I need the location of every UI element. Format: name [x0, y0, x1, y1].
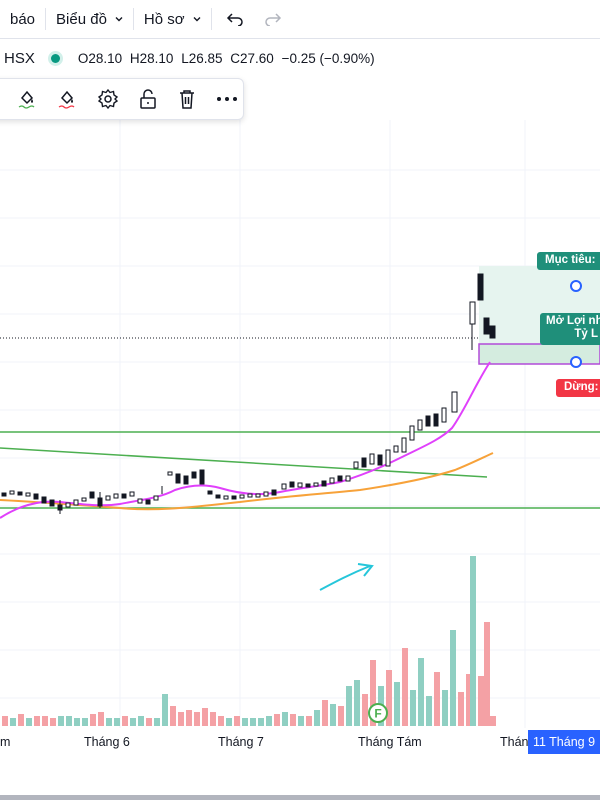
fill-brush-icon [18, 90, 35, 109]
chart-menu-label: Biểu đồ [56, 10, 107, 28]
target-label[interactable]: Mục tiêu: [537, 252, 600, 270]
toolbar-divider [45, 8, 47, 30]
chart-grid [0, 120, 600, 728]
drawing-toolbar [0, 78, 244, 120]
current-date-text: 11 Tháng 9 [532, 735, 596, 749]
lock-button[interactable] [134, 85, 162, 113]
entry-label-line2: Tỷ L [574, 328, 598, 340]
settings-icon [97, 88, 119, 110]
candle-cluster-august [401, 273, 496, 453]
undo-button[interactable] [212, 0, 258, 38]
time-axis-label: Thán [500, 735, 529, 749]
low-value: L26.85 [181, 50, 223, 66]
redo-button[interactable] [258, 0, 288, 38]
time-axis-label: Tháng 6 [84, 735, 130, 749]
time-axis-label: Tháng Tám [358, 735, 422, 749]
earnings-event-letter: F [374, 707, 381, 721]
candle-cluster-may [1, 490, 159, 514]
target-handle[interactable] [570, 280, 582, 292]
entry-box[interactable] [478, 343, 600, 365]
earnings-event-marker[interactable] [368, 703, 388, 723]
profile-menu-label: Hồ sơ [143, 10, 185, 28]
short-moving-average [0, 361, 491, 519]
toolbar-divider [210, 8, 212, 30]
more-icon [217, 97, 237, 101]
candlesticks[interactable] [1, 273, 496, 514]
candle-cluster-june [161, 469, 277, 500]
stop-label[interactable]: Dừng: [556, 379, 600, 397]
more-button[interactable] [213, 85, 241, 113]
time-axis-label: Tháng 7 [218, 735, 264, 749]
line-brush-button[interactable] [53, 85, 81, 113]
stop-handle[interactable] [570, 356, 582, 368]
candle-cluster-july [281, 445, 399, 490]
trendline[interactable] [0, 447, 488, 478]
target-label-text: Mục tiêu: [545, 254, 596, 266]
unlock-icon [140, 89, 156, 109]
line-brush-icon [58, 90, 75, 109]
close-value: C27.60 [230, 50, 274, 66]
open-value: O28.10 [77, 50, 123, 66]
high-value: H28.10 [129, 50, 174, 66]
time-axis-label: m [0, 735, 11, 749]
entry-label[interactable]: Mở Lợi nh Tỷ L [540, 313, 600, 345]
current-date-badge: 11 Tháng 9 [528, 730, 600, 754]
change-value: −0.25 (−0.90%) [281, 50, 375, 66]
trend-arrow-drawing[interactable] [319, 563, 374, 591]
entry-label-line1: Mở Lợi nh [546, 315, 600, 327]
price-chart[interactable]: F [0, 0, 600, 728]
time-axis[interactable]: m Tháng 6 Tháng 7 Tháng Tám Thán [0, 728, 600, 756]
volume-histogram [2, 556, 496, 726]
symbol-exchange[interactable]: HSX [4, 49, 35, 67]
settings-button[interactable] [94, 85, 122, 113]
undo-icon [226, 13, 243, 26]
redo-icon [264, 13, 281, 26]
fill-brush-button[interactable] [13, 85, 41, 113]
chart-menu-button[interactable]: Biểu đồ [46, 0, 133, 38]
chevron-down-icon [193, 17, 201, 22]
market-status-dot[interactable] [50, 53, 60, 63]
alerts-label: báo [10, 10, 36, 28]
stop-label-text: Dừng: [564, 381, 599, 393]
chevron-down-icon [115, 17, 123, 22]
toolbar-divider [132, 8, 134, 30]
symbol-legend: HSX O28.10 H28.10 L26.85 C27.60 −0.25 (−… [0, 44, 379, 72]
delete-button[interactable] [173, 85, 201, 113]
alerts-menu[interactable]: báo [0, 0, 45, 38]
trash-icon [180, 90, 194, 109]
top-toolbar: báo Biểu đồ Hồ sơ [0, 0, 600, 39]
bottom-scrollbar[interactable] [0, 795, 600, 800]
profile-menu-button[interactable]: Hồ sơ [134, 0, 211, 38]
ohlc-values: O28.10 H28.10 L26.85 C27.60 −0.25 (−0.90… [78, 51, 379, 66]
